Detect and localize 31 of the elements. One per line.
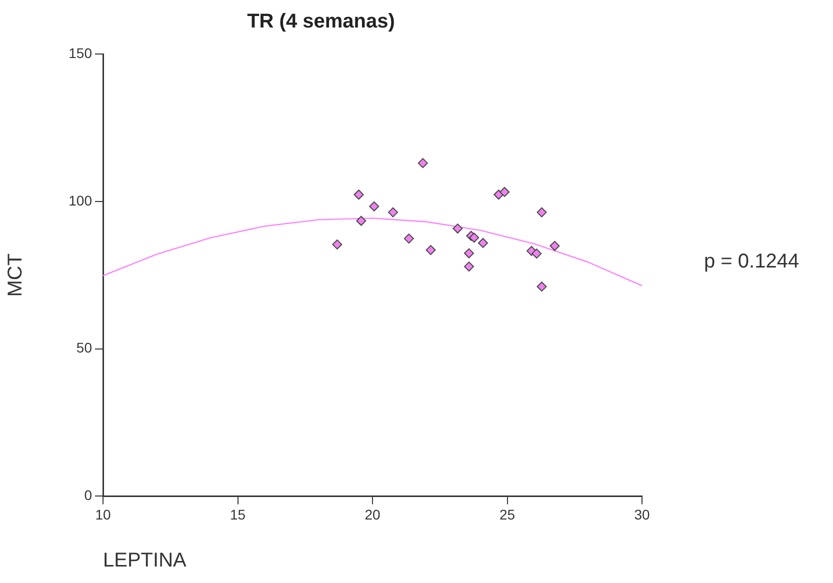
point	[536, 207, 547, 218]
point	[426, 245, 436, 256]
y-tick-label: 50	[76, 340, 92, 356]
x-axis-title: LEPTINA	[103, 550, 188, 572]
point	[332, 239, 342, 250]
point	[500, 186, 510, 197]
point	[369, 201, 380, 212]
x-tick-label: 25	[499, 506, 516, 522]
point	[354, 190, 364, 200]
point	[452, 224, 463, 234]
y-axis-title: MCT	[4, 253, 27, 297]
x-tick-label: 20	[364, 506, 380, 522]
chart-title: TR (4 semanas)	[247, 10, 395, 33]
y-tick-label: 150	[68, 44, 92, 61]
point	[356, 216, 366, 226]
point	[404, 234, 414, 244]
y-tick-label: 100	[68, 192, 92, 208]
y-tick-label: 0	[84, 487, 92, 504]
x-tick-label: 15	[230, 506, 246, 522]
point	[464, 262, 474, 272]
point	[418, 158, 428, 168]
point	[388, 207, 398, 218]
point	[478, 238, 488, 248]
point	[532, 248, 542, 259]
point	[469, 232, 480, 243]
point	[550, 240, 560, 251]
text: p = 0.1244	[704, 250, 800, 273]
point	[464, 248, 474, 258]
x-tick-label: 10	[95, 506, 111, 522]
x-tick-label: 30	[634, 506, 650, 522]
point	[536, 282, 547, 292]
